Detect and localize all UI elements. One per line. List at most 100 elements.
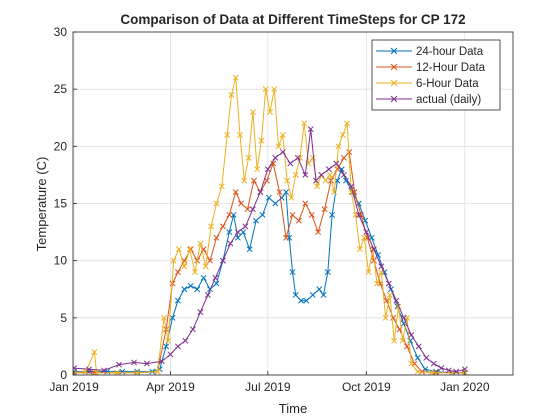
data-point [82, 368, 89, 375]
legend-swatch-marker [390, 95, 398, 103]
y-tick-label: 15 [54, 197, 68, 211]
data-point [165, 337, 172, 344]
data-point [423, 354, 430, 361]
data-point [344, 120, 351, 127]
data-point [207, 257, 213, 264]
data-point [322, 177, 329, 184]
data-point [324, 269, 331, 276]
data-point [283, 234, 289, 241]
data-point [414, 368, 421, 375]
data-point [313, 177, 319, 184]
data-point [288, 194, 295, 201]
data-point [301, 120, 308, 127]
data-point [375, 251, 382, 258]
data-point [101, 367, 107, 374]
data-point [181, 286, 188, 293]
data-point [258, 137, 265, 144]
data-point [335, 143, 342, 150]
data-point [399, 337, 406, 344]
data-point [309, 154, 316, 161]
data-point [154, 368, 161, 375]
data-point [119, 368, 126, 375]
legend-label: 12-Hour Data [416, 62, 486, 74]
data-point [292, 292, 299, 298]
data-point [174, 269, 181, 276]
data-point [254, 166, 261, 173]
data-point [246, 246, 253, 253]
data-point [271, 86, 278, 93]
data-point [253, 217, 260, 224]
data-point [176, 246, 182, 253]
data-point [270, 160, 277, 167]
y-tick-label: 0 [60, 368, 67, 382]
data-point [331, 189, 338, 196]
data-point [187, 282, 194, 289]
data-point [158, 358, 165, 365]
legend-swatch-marker [390, 63, 398, 71]
data-point [309, 292, 316, 298]
data-point [240, 229, 247, 236]
data-point [408, 360, 415, 367]
data-point [292, 171, 299, 178]
data-point [249, 109, 256, 115]
data-point [265, 194, 272, 201]
data-point [279, 149, 286, 156]
data-point [250, 177, 257, 184]
data-point [213, 234, 220, 241]
x-tick-label: Jul 2019 [245, 380, 291, 394]
data-point [224, 131, 231, 138]
series-layer [73, 74, 468, 375]
legend-swatch-marker [390, 79, 398, 87]
legend-label: 24-hour Data [416, 46, 484, 58]
data-point [226, 229, 233, 236]
data-point [93, 369, 100, 375]
data-point [279, 131, 286, 138]
data-point [340, 171, 347, 178]
data-point [234, 234, 241, 241]
x-tick-label: Jan 2019 [49, 380, 99, 394]
data-point [241, 177, 248, 184]
data-point [200, 274, 207, 281]
data-point [91, 349, 98, 356]
data-point [333, 160, 340, 167]
data-point [314, 183, 321, 190]
data-point [192, 269, 198, 276]
data-point [189, 326, 196, 333]
data-point [356, 246, 363, 253]
data-point [163, 343, 170, 350]
y-tick-label: 20 [54, 139, 68, 153]
legend-item: 6-Hour Data [376, 78, 479, 90]
data-point [438, 365, 445, 372]
data-point [326, 171, 333, 178]
legend-item: 24-hour Data [376, 46, 484, 58]
legend-item: 12-Hour Data [376, 62, 486, 74]
data-point [315, 229, 322, 236]
data-point [382, 314, 389, 321]
data-point [218, 183, 225, 190]
data-point [174, 297, 181, 304]
data-point [343, 177, 349, 184]
data-point [113, 369, 120, 375]
chart-title: Comparison of Data at Different TimeStep… [120, 12, 465, 27]
data-point [276, 189, 283, 196]
data-point [287, 160, 294, 167]
data-point [374, 280, 380, 287]
data-point [194, 286, 201, 293]
data-point [321, 206, 328, 213]
x-tick-label: Apr 2019 [146, 380, 195, 394]
data-point [86, 366, 93, 373]
data-point [355, 211, 362, 218]
data-point [422, 366, 429, 373]
data-point [143, 360, 150, 367]
data-point [302, 200, 309, 207]
data-point [408, 332, 415, 338]
data-point [116, 361, 122, 368]
data-point [219, 257, 226, 264]
data-point [308, 211, 315, 218]
y-tick-label: 5 [60, 311, 67, 325]
data-point [134, 368, 141, 375]
data-point [348, 183, 355, 190]
data-point [204, 292, 211, 298]
data-point [213, 280, 220, 287]
